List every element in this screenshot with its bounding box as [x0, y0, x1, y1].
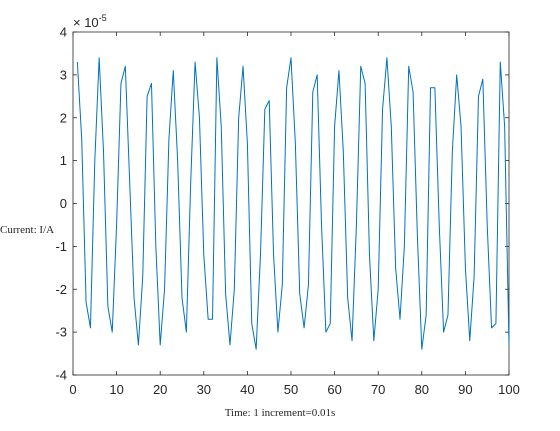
y-tick-label: 1 [60, 153, 67, 168]
x-axis-ticks: 0 10 20 30 40 50 60 70 80 90 100 [69, 32, 520, 397]
plot-area [72, 31, 510, 376]
x-tick-label: 100 [498, 382, 520, 397]
x-tick-label: 10 [109, 382, 123, 397]
x-axis-label: Time: 1 increment=0.01s [225, 407, 336, 419]
x-tick-label: 90 [458, 382, 472, 397]
y-axis-label: Current: I/A [0, 224, 54, 236]
y-tick-label: 4 [60, 25, 67, 40]
x-tick-label: 50 [284, 382, 298, 397]
x-tick-label: 80 [415, 382, 429, 397]
y-tick-label: -3 [55, 325, 67, 340]
x-tick-label: 70 [371, 382, 385, 397]
x-tick-label: 0 [69, 382, 76, 397]
y-tick-label: 0 [60, 196, 67, 211]
y-tick-label: -1 [55, 239, 67, 254]
y-scale-exponent: × 10-5 [73, 13, 107, 30]
y-tick-label: -2 [55, 282, 67, 297]
y-tick-label: 2 [60, 110, 67, 125]
y-tick-label: 3 [60, 67, 67, 82]
series-line [76, 57, 510, 350]
y-axis-ticks: -4 -3 -2 -1 0 1 2 3 4 [55, 25, 509, 383]
x-tick-label: 40 [240, 382, 254, 397]
x-tick-label: 60 [327, 382, 341, 397]
x-tick-label: 30 [197, 382, 211, 397]
y-tick-label: -4 [55, 368, 67, 383]
x-tick-label: 20 [153, 382, 167, 397]
